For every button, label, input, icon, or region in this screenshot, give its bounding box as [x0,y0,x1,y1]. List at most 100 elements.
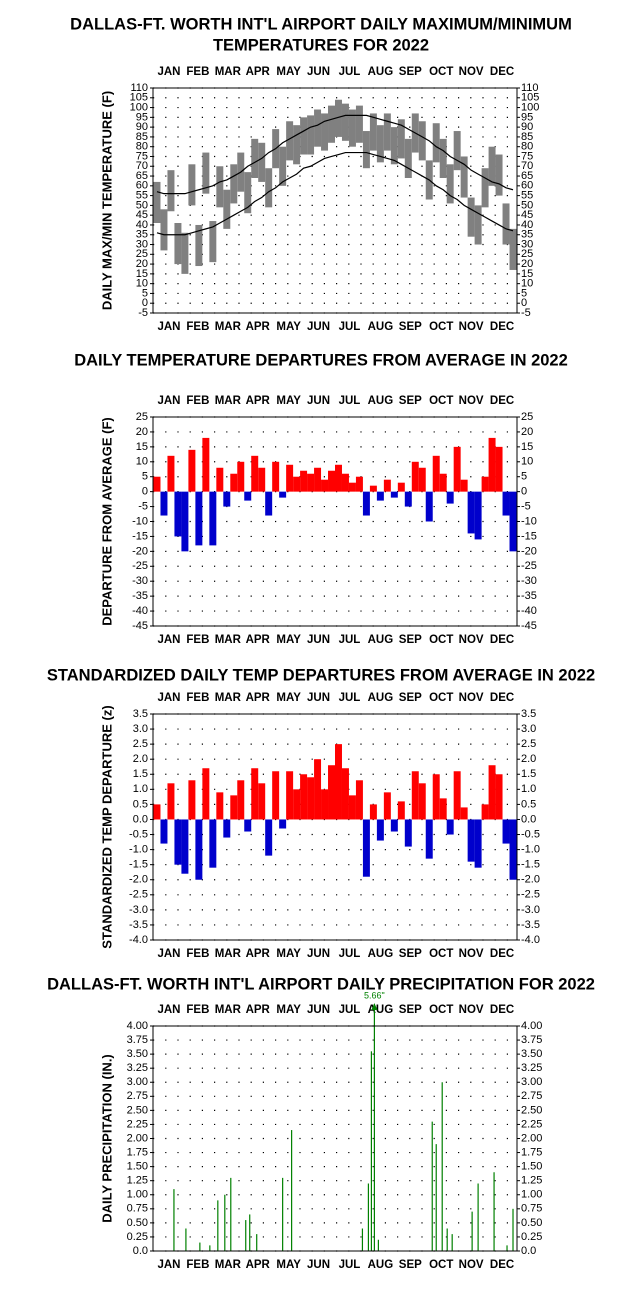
bar [411,771,419,820]
temp-range-bar [446,164,454,204]
y2-tick-label: 2.0 [521,753,536,765]
month-label: JUL [339,321,361,333]
temp-range-bar [453,131,461,171]
bar [460,807,468,820]
y2-tick-label: 5 [521,287,527,299]
bar [367,1183,370,1251]
y-tick-label: 2.50 [127,1104,148,1116]
y-tick-label: 0 [142,297,148,309]
y2-tick-label: -5 [521,500,531,512]
y-tick-label: 3.50 [127,1048,148,1060]
bar [209,819,217,868]
temp-range-bar [369,113,377,151]
y2-tick-label: 2.75 [521,1090,542,1102]
panel: DALLAS-FT. WORTH INT'L AIRPORT DAILY MAX… [70,15,572,333]
bar [373,1026,375,1251]
month-label: JAN [157,948,180,960]
bar [432,774,440,820]
y-axis-label: STANDARDIZED TEMP DEPARTURE (z) [99,705,114,948]
y-tick-label: 105 [130,92,148,104]
month-label: MAR [215,692,242,704]
bar [209,491,217,546]
month-label: JUN [307,395,330,407]
y2-tick-label: 70 [521,160,533,172]
temp-range-bar [216,166,224,208]
y-tick-label: 25 [136,411,148,423]
bar [335,464,342,492]
y2-tick-label: -3.5 [521,919,540,931]
y2-tick-label: -2.5 [521,889,540,901]
bar [321,479,329,492]
month-label: FEB [186,66,209,78]
temp-range-bar [404,138,412,178]
temp-range-bar [265,168,273,208]
bar [291,1130,293,1251]
y2-tick-label: 3.75 [521,1034,542,1046]
month-label: FEB [186,692,209,704]
plot-frame [152,416,518,627]
y-tick-label: 10 [136,456,148,468]
y-tick-label: 4.00 [127,1020,148,1032]
y2-tick-label: 55 [521,190,533,202]
y2-tick-label: 3.0 [521,723,536,735]
y-tick-label: 0.0 [133,1245,148,1257]
bar [348,482,356,492]
y2-tick-label: -2.0 [521,874,540,886]
y2-tick-label: 1.0 [521,783,536,795]
month-label: MAY [276,66,301,78]
temp-range-bar [376,125,384,163]
bar [509,491,517,552]
bar [431,1121,433,1251]
chart-title: TEMPERATURES FOR 2022 [213,36,429,54]
y-tick-label: 80 [136,141,148,153]
bar [474,491,482,540]
y-tick-label: -25 [132,560,148,572]
bar [467,491,475,534]
y-tick-label: 85 [136,131,148,143]
bar [272,771,280,820]
bar [188,449,196,492]
temp-range-bar [279,146,287,186]
y-tick-label: 25 [136,248,148,260]
month-label: JAN [157,634,180,646]
bar [411,461,419,492]
y2-tick-label: 75 [521,150,533,162]
y-tick-label: 100 [130,101,148,113]
bar [216,792,224,820]
bar [362,491,370,516]
month-label: JUN [307,1259,330,1271]
y-tick-label: -2.0 [129,874,148,886]
month-label: FEB [186,321,209,333]
bar [474,819,482,868]
y2-tick-label: -45 [521,620,537,632]
temp-range-bar [348,109,356,147]
bar [251,455,259,492]
bar [244,819,252,832]
bar [383,792,391,820]
bar [425,491,433,522]
bar [265,491,273,516]
y-tick-label: 2.75 [127,1090,148,1102]
y-tick-label: 5 [142,287,148,299]
month-label: OCT [429,692,453,704]
bar [237,780,245,820]
bar [160,819,168,844]
month-label: OCT [429,1259,453,1271]
y-tick-label: 55 [136,190,148,202]
temp-range-bar [355,105,363,143]
y2-tick-label: 100 [521,101,539,113]
y2-tick-label: 3.50 [521,1048,542,1060]
y2-tick-label: -4.0 [521,934,540,946]
y2-tick-label: 2.25 [521,1118,542,1130]
bar [314,467,322,492]
month-label: AUG [368,66,394,78]
y2-tick-label: -20 [521,545,537,557]
y2-tick-label: 0 [521,486,527,498]
bar [506,1245,508,1251]
bar [237,461,245,492]
month-label: JUL [339,948,361,960]
y2-tick-label: 0.0 [521,1245,536,1257]
bar [328,470,335,492]
month-label: JAN [157,1259,180,1271]
month-label: AUG [368,1259,394,1271]
